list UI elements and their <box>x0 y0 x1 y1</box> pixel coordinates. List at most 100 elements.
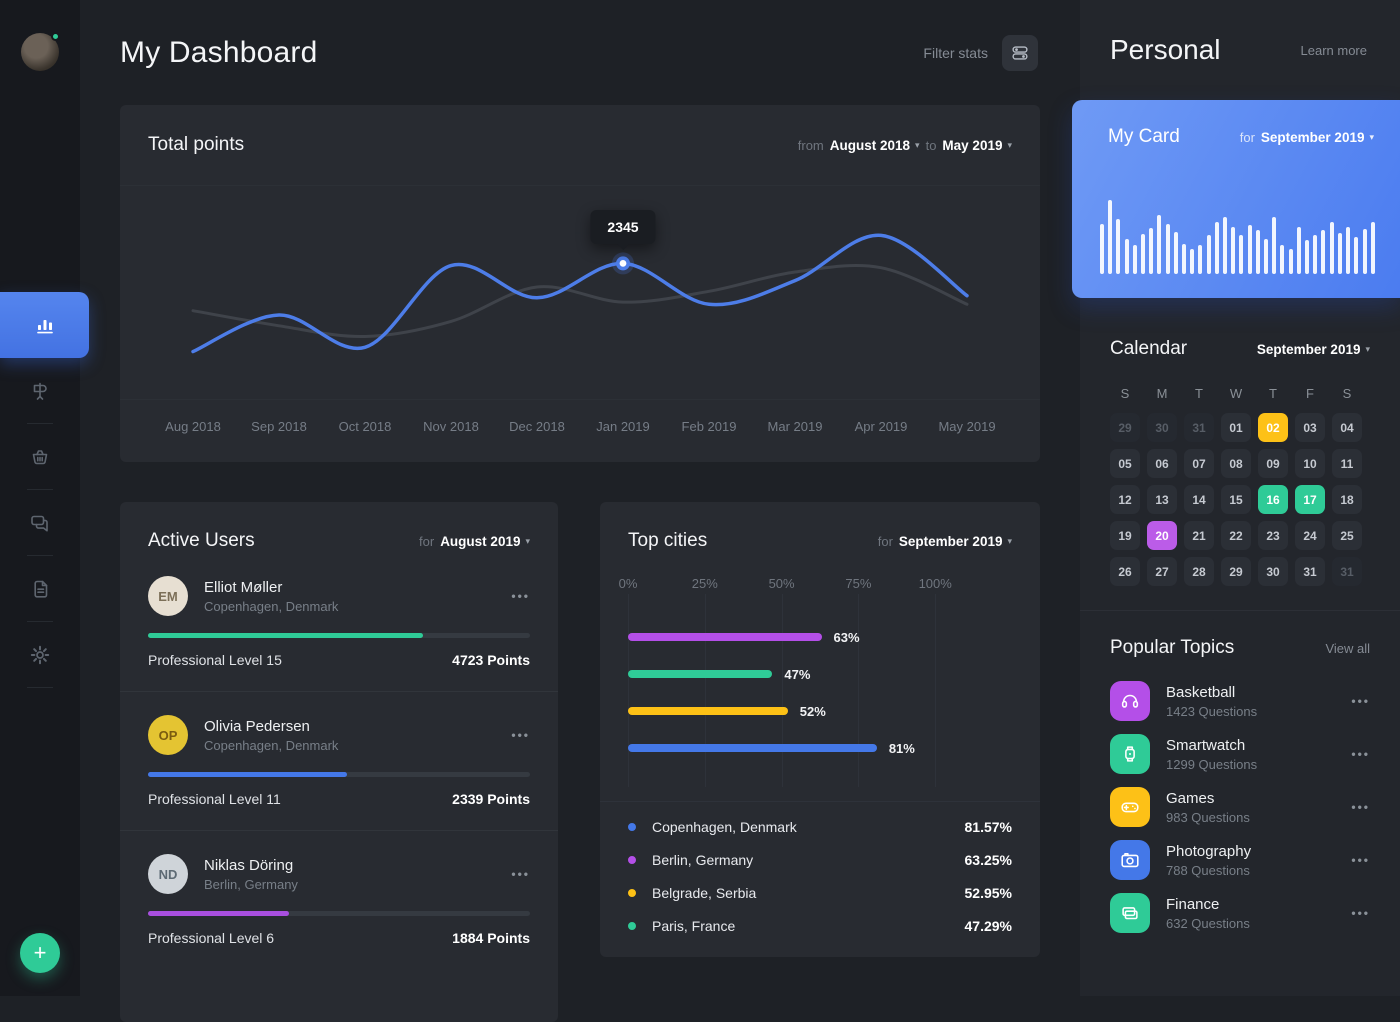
topic-menu-button[interactable]: ••• <box>1351 747 1370 761</box>
calendar-day[interactable]: 28 <box>1184 557 1214 586</box>
top-cities-chart[interactable]: 63% 47% 52% <box>628 594 937 787</box>
calendar-day[interactable]: 31 <box>1295 557 1325 586</box>
sidebar-item-documents[interactable] <box>22 571 58 607</box>
calendar-day[interactable]: 12 <box>1110 485 1140 514</box>
calendar-day[interactable]: 04 <box>1332 413 1362 442</box>
calendar-day[interactable]: 07 <box>1184 449 1214 478</box>
user-name: Niklas Döring <box>204 856 294 874</box>
personal-title: Personal <box>1110 34 1221 65</box>
user-points: 1884 Points <box>452 930 530 946</box>
calendar-period-dropdown[interactable]: September 2019 ▾ <box>1257 342 1370 357</box>
calendar-day[interactable]: 15 <box>1221 485 1251 514</box>
user-menu-button[interactable]: ••• <box>511 728 530 742</box>
x-axis-label: Feb 2019 <box>681 419 737 434</box>
weekday-label: S <box>1342 386 1352 401</box>
calendar-day[interactable]: 25 <box>1332 521 1362 550</box>
divider <box>120 830 558 831</box>
calendar-day[interactable]: 26 <box>1110 557 1140 586</box>
calendar-day[interactable]: 21 <box>1184 521 1214 550</box>
topic-menu-button[interactable]: ••• <box>1351 694 1370 708</box>
sidebar-item-settings[interactable] <box>22 637 58 673</box>
calendar-day[interactable]: 11 <box>1332 449 1362 478</box>
calendar-day[interactable]: 24 <box>1295 521 1325 550</box>
camera-icon <box>1121 852 1139 868</box>
topic-row-games[interactable]: Games 983 Questions ••• <box>1110 787 1370 827</box>
calendar-day[interactable]: 06 <box>1147 449 1177 478</box>
bar-value-label: 47% <box>784 666 811 682</box>
calendar-day[interactable]: 16 <box>1258 485 1288 514</box>
my-card-period-dropdown[interactable]: September 2019 ▾ <box>1261 130 1374 145</box>
topic-menu-button[interactable]: ••• <box>1351 853 1370 867</box>
topic-row-finance[interactable]: Finance 632 Questions ••• <box>1110 893 1370 933</box>
user-row: OP Olivia Pedersen Copenhagen, Denmark •… <box>148 715 530 807</box>
to-date-value: May 2019 <box>942 137 1003 153</box>
topic-row-smartwatch[interactable]: Smartwatch 1299 Questions ••• <box>1110 734 1370 774</box>
top-cities-period-dropdown[interactable]: September 2019 ▾ <box>899 534 1012 549</box>
calendar-day[interactable]: 30 <box>1147 413 1177 442</box>
calendar-day[interactable]: 27 <box>1147 557 1177 586</box>
calendar-day[interactable]: 22 <box>1221 521 1251 550</box>
top-cities-title: Top cities <box>628 530 708 551</box>
active-users-period-dropdown[interactable]: August 2019 ▾ <box>440 534 530 549</box>
weekday-label: T <box>1195 386 1203 401</box>
learn-more-link[interactable]: Learn more <box>1300 42 1367 58</box>
user-menu-button[interactable]: ••• <box>511 589 530 603</box>
card-bar <box>1182 243 1187 274</box>
calendar-day[interactable]: 08 <box>1221 449 1251 478</box>
weekday-label: T <box>1269 386 1277 401</box>
filter-stats-button[interactable] <box>1002 34 1038 71</box>
weekday-label: M <box>1156 386 1168 401</box>
legend-ring-icon <box>628 921 636 930</box>
calendar-day[interactable]: 18 <box>1332 485 1362 514</box>
axis-tick: 50% <box>768 576 795 591</box>
user-avatar[interactable] <box>21 32 60 71</box>
calendar-day[interactable]: 05 <box>1110 449 1140 478</box>
calendar-day[interactable]: 20 <box>1147 521 1177 550</box>
topic-title: Smartwatch <box>1166 736 1246 754</box>
sidebar-item-messages[interactable] <box>22 505 58 541</box>
calendar-day[interactable]: 19 <box>1110 521 1140 550</box>
topic-row-photography[interactable]: Photography 788 Questions ••• <box>1110 840 1370 880</box>
calendar-day[interactable]: 31 <box>1184 413 1214 442</box>
card-bar <box>1321 230 1326 274</box>
calendar-day[interactable]: 29 <box>1221 557 1251 586</box>
total-points-title: Total points <box>148 134 245 155</box>
from-date-dropdown[interactable]: August 2018 ▾ <box>830 138 920 153</box>
divider <box>27 687 53 688</box>
progress-track <box>148 911 530 916</box>
add-button[interactable]: + <box>20 933 60 973</box>
divider <box>27 555 53 556</box>
progress-fill <box>148 772 347 777</box>
calendar-day[interactable]: 31 <box>1332 557 1362 586</box>
calendar-day[interactable]: 10 <box>1295 449 1325 478</box>
progress-track <box>148 633 530 638</box>
calendar-day[interactable]: 23 <box>1258 521 1288 550</box>
card-bar <box>1173 232 1178 274</box>
topic-menu-button[interactable]: ••• <box>1351 906 1370 920</box>
calendar-day[interactable]: 13 <box>1147 485 1177 514</box>
user-menu-button[interactable]: ••• <box>511 867 530 881</box>
avatar: EM <box>148 576 188 616</box>
calendar-day[interactable]: 03 <box>1295 413 1325 442</box>
for-label: for <box>419 533 435 549</box>
sidebar-item-basket[interactable] <box>22 439 58 475</box>
main-content: My Dashboard Filter stats Total points <box>80 0 1080 1022</box>
gridline <box>628 594 629 787</box>
calendar-day[interactable]: 30 <box>1258 557 1288 586</box>
sidebar-item-stats[interactable] <box>0 292 89 358</box>
online-status-dot <box>51 32 60 41</box>
view-all-link[interactable]: View all <box>1325 640 1370 656</box>
calendar-day[interactable]: 02 <box>1258 413 1288 442</box>
card-bar <box>1337 232 1342 274</box>
topic-row-basketball[interactable]: Basketball 1423 Questions ••• <box>1110 681 1370 721</box>
calendar-day[interactable]: 17 <box>1295 485 1325 514</box>
topic-menu-button[interactable]: ••• <box>1351 800 1370 814</box>
sidebar-item-signpost[interactable] <box>22 373 58 409</box>
total-points-chart[interactable]: 2345 <box>120 185 1040 400</box>
to-date-dropdown[interactable]: May 2019 ▾ <box>942 138 1012 153</box>
calendar-day[interactable]: 29 <box>1110 413 1140 442</box>
calendar-day[interactable]: 01 <box>1221 413 1251 442</box>
calendar-day[interactable]: 09 <box>1258 449 1288 478</box>
calendar-day[interactable]: 14 <box>1184 485 1214 514</box>
card-bar <box>1100 223 1104 274</box>
